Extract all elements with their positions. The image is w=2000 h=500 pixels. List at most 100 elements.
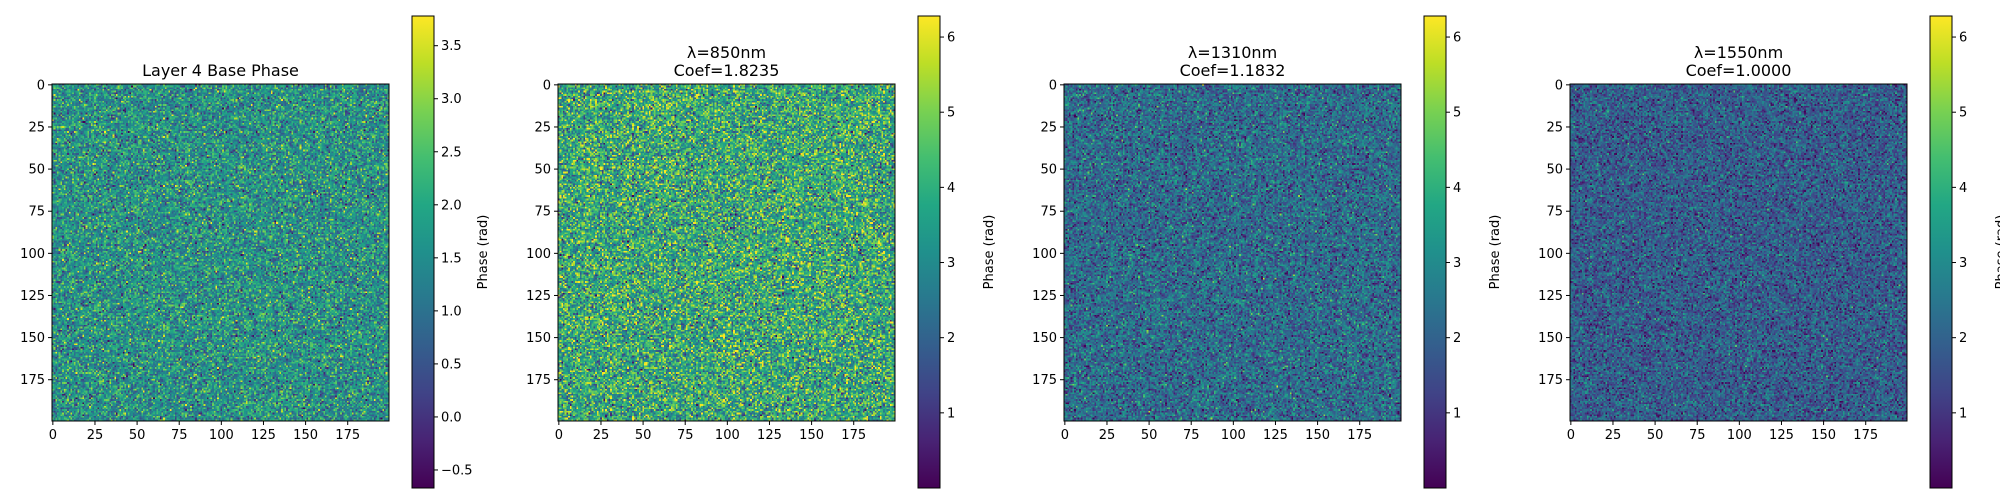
colorbar-label: Phase (rad) [476, 215, 491, 290]
colorbar-frame [1423, 15, 1447, 489]
x-tick-label: 0 [1061, 428, 1069, 443]
chart-title: Coef=1.0000 [1686, 61, 1792, 80]
colorbar-tick-label: 6 [1453, 31, 1461, 46]
y-tick-label: 25 [1040, 120, 1057, 135]
colorbar-tick-label: 4 [1453, 181, 1461, 196]
x-tick-label: 75 [1689, 428, 1706, 443]
colorbar-tick-label: 3.5 [441, 39, 462, 54]
colorbar-tick-label: 5 [947, 106, 955, 121]
colorbar-tick-label: 2.5 [441, 145, 462, 160]
x-tick-label: 125 [1769, 428, 1794, 443]
y-tick-label: 25 [28, 120, 45, 135]
y-tick-label: 125 [1538, 289, 1563, 304]
x-tick-label: 125 [1263, 428, 1288, 443]
phase-heatmap-image [1064, 84, 1401, 421]
x-tick-label: 125 [251, 428, 276, 443]
colorbar-frame [917, 15, 941, 489]
axes-frame [557, 83, 896, 422]
chart-title: λ=1550nm [1694, 43, 1783, 62]
x-tick-label: 150 [1811, 428, 1836, 443]
y-tick-label: 75 [1040, 205, 1057, 220]
colorbar-frame [411, 15, 435, 489]
colorbar [1424, 16, 1446, 488]
axes-frame [51, 83, 390, 422]
colorbar-tick-label: 4 [947, 181, 955, 196]
y-tick-label: 25 [534, 120, 551, 135]
y-tick-label: 150 [1538, 331, 1563, 346]
y-tick-label: 75 [28, 205, 45, 220]
colorbar-tick-label: 1 [1959, 406, 1967, 421]
x-tick-label: 100 [1221, 428, 1246, 443]
x-tick-label: 0 [49, 428, 57, 443]
x-tick-label: 25 [593, 428, 610, 443]
colorbar-tick-label: 6 [947, 31, 955, 46]
colorbar-frame [1929, 15, 1953, 489]
colorbar-label: Phase (rad) [1488, 215, 1503, 290]
y-tick-label: 50 [1040, 163, 1057, 178]
x-tick-label: 100 [715, 428, 740, 443]
x-tick-label: 150 [799, 428, 824, 443]
x-tick-label: 125 [757, 428, 782, 443]
x-tick-label: 175 [1853, 428, 1878, 443]
colorbar-tick-label: 3 [1453, 256, 1461, 271]
y-tick-label: 125 [20, 289, 45, 304]
y-tick-label: 175 [526, 373, 551, 388]
chart-title: λ=850nm [687, 43, 766, 62]
colorbar-tick-label: 1 [1453, 406, 1461, 421]
y-tick-label: 100 [20, 247, 45, 262]
colorbar-label: Phase (rad) [1994, 215, 2000, 290]
colorbar [918, 16, 940, 488]
colorbar-tick-label: 6 [1959, 31, 1967, 46]
y-tick-label: 125 [1032, 289, 1057, 304]
phase-heatmap-image [558, 84, 895, 421]
colorbar-tick-label: 3 [947, 256, 955, 271]
colorbar-tick-label: 0.0 [441, 410, 462, 425]
y-tick-label: 100 [526, 247, 551, 262]
y-tick-label: 175 [1538, 373, 1563, 388]
y-tick-label: 25 [1546, 120, 1563, 135]
y-tick-label: 150 [1032, 331, 1057, 346]
y-tick-label: 150 [526, 331, 551, 346]
colorbar-tick-label: 2.0 [441, 198, 462, 213]
colorbar-tick-label: 3 [1959, 256, 1967, 271]
colorbar-tick-label: 5 [1959, 106, 1967, 121]
x-tick-label: 100 [209, 428, 234, 443]
x-tick-label: 175 [335, 428, 360, 443]
colorbar-tick-label: 1.0 [441, 304, 462, 319]
x-tick-label: 0 [555, 428, 563, 443]
colorbar-tick-label: 3.0 [441, 92, 462, 107]
y-tick-label: 150 [20, 331, 45, 346]
panel-1: Layer 4 Base Phase 0 25 50 75 100 125 150 175 0 25… [20, 15, 491, 489]
colorbar-tick-label: 2 [947, 331, 955, 346]
y-tick-label: 50 [28, 163, 45, 178]
colorbar-tick-label: 5 [1453, 106, 1461, 121]
axes-frame [1063, 83, 1402, 422]
x-tick-label: 50 [1141, 428, 1158, 443]
x-tick-label: 25 [1605, 428, 1622, 443]
x-tick-label: 50 [1647, 428, 1664, 443]
y-tick-label: 175 [1032, 373, 1057, 388]
colorbar-tick-label: 1.5 [441, 251, 462, 266]
x-tick-label: 100 [1727, 428, 1752, 443]
x-tick-label: 50 [635, 428, 652, 443]
axes-frame [1569, 83, 1908, 422]
colorbar [412, 16, 434, 488]
colorbar-tick-label: 1 [947, 406, 955, 421]
x-tick-label: 150 [293, 428, 318, 443]
x-tick-label: 75 [171, 428, 188, 443]
x-tick-label: 25 [87, 428, 104, 443]
colorbar-tick-label: 2 [1959, 331, 1967, 346]
chart-title: Coef=1.1832 [1180, 61, 1286, 80]
y-tick-label: 75 [1546, 205, 1563, 220]
y-tick-label: 125 [526, 289, 551, 304]
y-tick-label: 0 [1049, 78, 1057, 93]
y-tick-label: 100 [1538, 247, 1563, 262]
y-tick-label: 0 [543, 78, 551, 93]
colorbar-tick-label: 2 [1453, 331, 1461, 346]
phase-heatmap-image [1570, 84, 1907, 421]
colorbar-tick-label: −0.5 [441, 463, 473, 478]
